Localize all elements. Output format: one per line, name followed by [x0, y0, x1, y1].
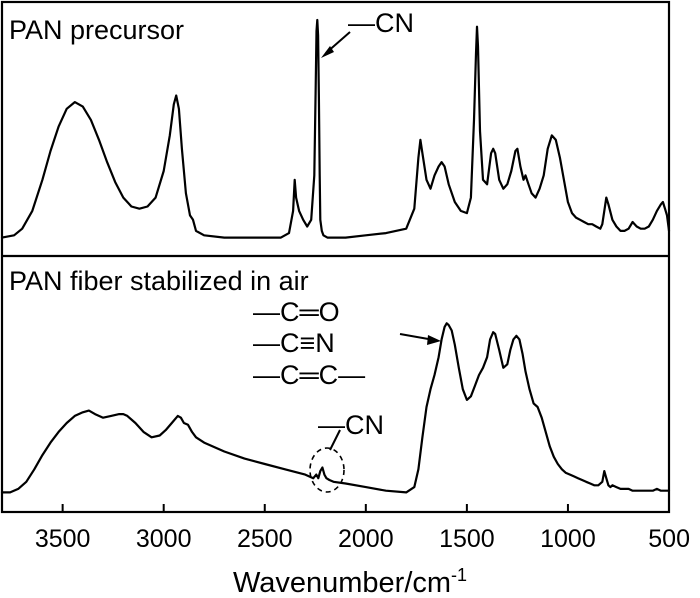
annotation-cn-bottom-label: —CN — [318, 410, 384, 440]
annotation-cn-top: —CN — [321, 8, 414, 58]
annotation-cn-top-arrowhead — [321, 46, 334, 58]
panel-title-top: PAN precursor — [9, 15, 184, 45]
x-tick-label-1000: 1000 — [540, 525, 596, 553]
annotation-cn-triple: —C≡N — [253, 328, 335, 358]
x-tick-label-3000: 3000 — [136, 525, 192, 553]
annotation-cn-bottom-ellipse — [309, 447, 345, 493]
annotation-bonds: —C═O —C≡N —C═C— — [253, 297, 441, 390]
x-tick-label-2000: 2000 — [338, 525, 394, 553]
annotation-cn-top-label: —CN — [348, 8, 414, 38]
annotation-cn-bottom: —CN — [309, 410, 384, 493]
x-tick-label-500: 500 — [648, 525, 690, 553]
annotation-bonds-arrowhead — [427, 335, 441, 345]
x-tick-label-2500: 2500 — [237, 525, 293, 553]
x-tick-label-1500: 1500 — [439, 525, 495, 553]
annotation-cc: —C═C— — [253, 360, 365, 390]
x-axis-title-sup: -1 — [451, 565, 467, 585]
panel-title-bottom: PAN fiber stabilized in air — [9, 266, 309, 296]
x-tick-label-3500: 3500 — [35, 525, 91, 553]
x-axis-title-main: Wavenumber/cm — [233, 567, 451, 598]
spectrum-line-panel-2-series-1 — [0, 322, 671, 494]
x-axis-title: Wavenumber/cm-1 — [233, 565, 467, 598]
annotation-co: —C═O — [253, 297, 340, 327]
spectrum-line-panel-1-series-1 — [0, 18, 671, 239]
annotation-cn-bottom-arrow — [329, 429, 341, 451]
